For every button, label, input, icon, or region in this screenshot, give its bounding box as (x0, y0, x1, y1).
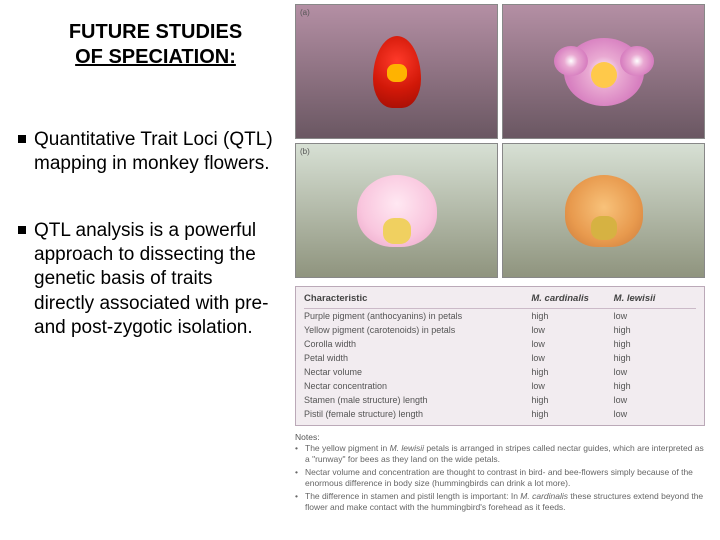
table-row: Pistil (female structure) lengthhighlow (304, 407, 696, 421)
trait-value: high (614, 379, 696, 393)
bullet-item: Quantitative Trait Loci (QTL) mapping in… (18, 128, 273, 177)
title-line-2: OF SPECIATION: (75, 46, 236, 68)
col-characteristic: Characteristic (304, 293, 531, 309)
slide-title: FUTURE STUDIES OF SPECIATION: (58, 20, 253, 70)
table-row: Purple pigment (anthocyanins) in petalsh… (304, 309, 696, 324)
trait-value: low (614, 393, 696, 407)
panel-label-b: (b) (300, 147, 310, 156)
figure-column: (a) (b) Characteristic M. cardinalis M. … (285, 0, 715, 540)
bullet-item: QTL analysis is a powerful approach to d… (18, 219, 273, 341)
bullet-text: Quantitative Trait Loci (QTL) mapping in… (34, 128, 273, 177)
trait-name: Corolla width (304, 337, 531, 351)
table-row: Corolla widthlowhigh (304, 337, 696, 351)
photo-row-hybrids: (b) (285, 139, 715, 278)
trait-name: Pistil (female structure) length (304, 407, 531, 421)
trait-table: Characteristic M. cardinalis M. lewisii … (304, 293, 696, 421)
notes-item: Nectar volume and concentration are thou… (295, 467, 705, 489)
trait-value: high (614, 351, 696, 365)
trait-value: low (614, 309, 696, 324)
trait-name: Purple pigment (anthocyanins) in petals (304, 309, 531, 324)
trait-name: Nectar concentration (304, 379, 531, 393)
trait-value: low (531, 337, 613, 351)
bullet-square-icon (18, 135, 26, 143)
trait-value: low (531, 323, 613, 337)
trait-value: low (614, 407, 696, 421)
pink-flower-icon (564, 38, 644, 106)
trait-value: high (531, 309, 613, 324)
notes-item: The yellow pigment in M. lewisii petals … (295, 443, 705, 465)
table-row: Yellow pigment (carotenoids) in petalslo… (304, 323, 696, 337)
trait-value: low (531, 379, 613, 393)
trait-table-body: Purple pigment (anthocyanins) in petalsh… (304, 309, 696, 422)
trait-value: high (614, 323, 696, 337)
trait-value: low (531, 351, 613, 365)
table-row: Nectar volumehighlow (304, 365, 696, 379)
text-column: FUTURE STUDIES OF SPECIATION: Quantitati… (18, 0, 273, 382)
panel-hybrid-pink: (b) (295, 143, 498, 278)
notes-block: Notes: The yellow pigment in M. lewisii … (295, 432, 705, 513)
pink-flower-center (591, 62, 617, 88)
trait-name: Stamen (male structure) length (304, 393, 531, 407)
red-flower-icon (373, 36, 421, 108)
trait-name: Yellow pigment (carotenoids) in petals (304, 323, 531, 337)
bullet-text: QTL analysis is a powerful approach to d… (34, 219, 273, 341)
trait-name: Nectar volume (304, 365, 531, 379)
trait-value: high (531, 393, 613, 407)
table-row: Stamen (male structure) lengthhighlow (304, 393, 696, 407)
hybrid-orange-flower-icon (565, 175, 643, 247)
notes-item: The difference in stamen and pistil leng… (295, 491, 705, 513)
bullet-square-icon (18, 226, 26, 234)
table-row: Nectar concentrationlowhigh (304, 379, 696, 393)
col-cardinalis: M. cardinalis (531, 293, 613, 309)
trait-value: high (531, 407, 613, 421)
trait-value: high (614, 337, 696, 351)
hybrid-pink-flower-icon (357, 175, 437, 247)
col-lewisii: M. lewisii (614, 293, 696, 309)
panel-cardinalis: (a) (295, 4, 498, 139)
panel-label-a: (a) (300, 8, 310, 17)
trait-value: low (614, 365, 696, 379)
trait-name: Petal width (304, 351, 531, 365)
photo-row-parents: (a) (285, 0, 715, 139)
table-row: Petal widthlowhigh (304, 351, 696, 365)
title-line-1: FUTURE STUDIES (69, 21, 242, 43)
notes-title: Notes: (295, 432, 705, 443)
bullet-list: Quantitative Trait Loci (QTL) mapping in… (18, 128, 273, 340)
characteristics-table: Characteristic M. cardinalis M. lewisii … (295, 286, 705, 426)
panel-lewisii (502, 4, 705, 139)
panel-hybrid-orange (502, 143, 705, 278)
trait-value: high (531, 365, 613, 379)
notes-list: The yellow pigment in M. lewisii petals … (295, 443, 705, 513)
